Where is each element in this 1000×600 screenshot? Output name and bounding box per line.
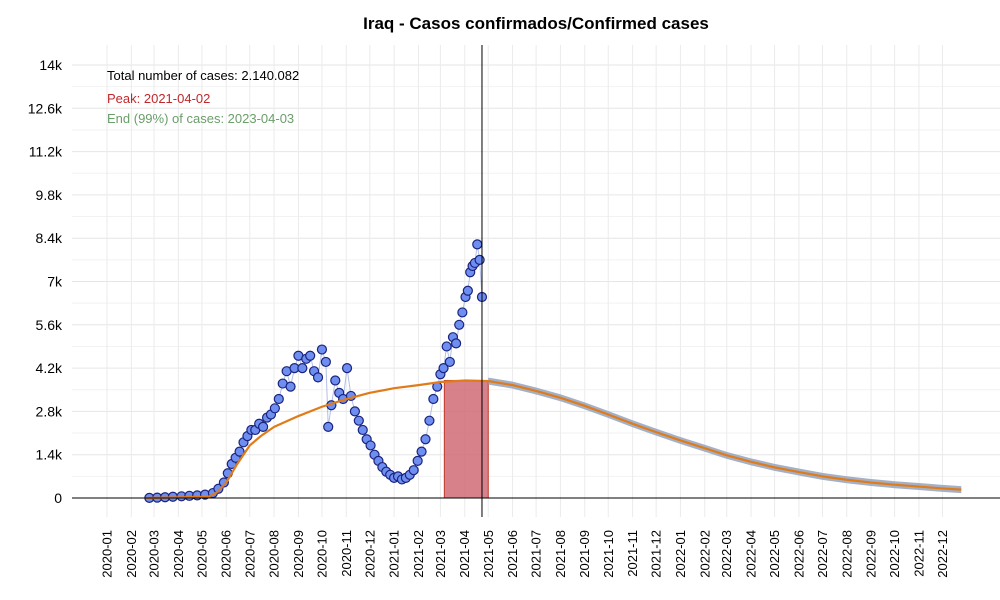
y-tick-label: 5.6k bbox=[36, 317, 63, 333]
fit-curve bbox=[146, 379, 962, 500]
peak-area-rect bbox=[443, 379, 489, 499]
data-point bbox=[269, 403, 280, 414]
x-tick-label: 2020-01 bbox=[100, 530, 115, 578]
data-point bbox=[457, 307, 468, 318]
data-point bbox=[462, 285, 473, 296]
data-point bbox=[474, 254, 485, 265]
data-point bbox=[441, 341, 452, 352]
data-point bbox=[285, 381, 296, 392]
data-point bbox=[424, 415, 435, 426]
data-point bbox=[297, 363, 308, 374]
x-tick-label: 2022-09 bbox=[864, 530, 879, 578]
x-tick-label: 2022-11 bbox=[911, 530, 926, 577]
x-tick-label: 2020-02 bbox=[124, 530, 139, 578]
x-tick-label: 2020-07 bbox=[242, 530, 257, 578]
x-tick-label: 2021-06 bbox=[505, 530, 520, 578]
axes bbox=[72, 45, 1000, 517]
y-tick-labels: 0 1.4k 2.8k 4.2k 5.6k 7k 8.4k 9.8k 11.2k 12.6k 14k bbox=[28, 57, 63, 506]
data-point bbox=[365, 440, 376, 451]
chart-title: Iraq - Casos confirmados/Confirmed cases bbox=[363, 14, 709, 33]
x-tick-label: 2021-08 bbox=[553, 530, 568, 578]
data-point bbox=[416, 446, 427, 457]
y-tick-label: 2.8k bbox=[36, 403, 63, 419]
data-point bbox=[234, 446, 245, 457]
data-point bbox=[438, 363, 449, 374]
x-tick-label: 2021-07 bbox=[529, 530, 544, 578]
data-point bbox=[218, 477, 229, 488]
x-tick-label: 2021-11 bbox=[625, 530, 640, 577]
data-point bbox=[353, 415, 364, 426]
x-tick-label: 2022-02 bbox=[697, 530, 712, 578]
data-point bbox=[312, 372, 324, 383]
x-tick-label: 2022-12 bbox=[935, 530, 950, 578]
data-point bbox=[273, 393, 284, 405]
y-tick-label: 9.8k bbox=[36, 187, 63, 203]
data-point bbox=[320, 356, 331, 368]
data-point bbox=[428, 393, 439, 405]
peak-area bbox=[443, 379, 489, 499]
x-tick-label: 2020-09 bbox=[291, 530, 306, 578]
x-tick-label: 2021-04 bbox=[457, 530, 472, 578]
x-tick-label: 2021-12 bbox=[649, 530, 664, 578]
data-point bbox=[412, 455, 423, 466]
y-tick-label: 4.2k bbox=[36, 360, 63, 376]
x-tick-label: 2022-04 bbox=[744, 530, 759, 578]
y-tick-label: 1.4k bbox=[36, 447, 63, 463]
data-point bbox=[349, 406, 360, 417]
y-tick-label: 12.6k bbox=[28, 100, 63, 116]
y-tick-label: 14k bbox=[39, 57, 63, 73]
data-point bbox=[316, 344, 328, 355]
annotation-peak: Peak: 2021-04-02 bbox=[107, 91, 210, 106]
forecast-band-area bbox=[488, 377, 962, 494]
x-tick-label: 2020-06 bbox=[219, 530, 234, 578]
data-points bbox=[144, 239, 488, 503]
x-tick-label: 2020-12 bbox=[362, 530, 377, 578]
y-tick-label: 0 bbox=[54, 490, 62, 506]
annotation-total: Total number of cases: 2.140.082 bbox=[107, 68, 299, 83]
x-tick-label: 2022-01 bbox=[673, 530, 688, 578]
data-point bbox=[450, 338, 462, 349]
x-tick-label: 2020-10 bbox=[314, 530, 329, 578]
x-tick-label: 2022-05 bbox=[767, 530, 782, 578]
data-point bbox=[454, 319, 465, 330]
x-tick-labels: 2020-01 2020-02 2020-03 2020-04 2020-05 2020-… bbox=[100, 530, 950, 578]
x-tick-label: 2022-03 bbox=[719, 530, 734, 578]
data-point bbox=[408, 465, 419, 476]
x-tick-label: 2021-10 bbox=[601, 530, 616, 578]
data-point bbox=[341, 363, 353, 374]
data-point bbox=[323, 421, 334, 432]
y-tick-label: 11.2k bbox=[29, 144, 63, 160]
data-point bbox=[472, 239, 483, 250]
data-point bbox=[330, 375, 341, 386]
x-tick-label: 2021-01 bbox=[387, 530, 402, 578]
fit-line bbox=[146, 379, 962, 500]
x-tick-label: 2021-03 bbox=[433, 530, 448, 578]
x-tick-label: 2022-07 bbox=[815, 530, 830, 578]
x-tick-label: 2022-10 bbox=[887, 530, 902, 578]
annotation-end: End (99%) of cases: 2023-04-03 bbox=[107, 111, 294, 126]
y-tick-label: 7k bbox=[47, 274, 63, 290]
x-tick-label: 2020-04 bbox=[171, 530, 186, 578]
x-tick-label: 2020-05 bbox=[194, 530, 209, 578]
x-tick-label: 2021-05 bbox=[481, 530, 496, 578]
y-tick-label: 8.4k bbox=[36, 230, 63, 246]
x-tick-label: 2021-09 bbox=[577, 530, 592, 578]
x-tick-label: 2022-08 bbox=[839, 530, 854, 578]
data-point bbox=[420, 434, 431, 445]
data-point bbox=[305, 350, 316, 361]
data-point bbox=[258, 421, 269, 432]
x-tick-label: 2020-11 bbox=[339, 530, 354, 577]
x-tick-label: 2022-06 bbox=[791, 530, 806, 578]
data-point bbox=[357, 424, 368, 436]
forecast-band bbox=[488, 377, 962, 494]
x-tick-label: 2020-03 bbox=[147, 530, 162, 578]
x-tick-label: 2021-02 bbox=[411, 530, 426, 578]
data-point bbox=[444, 356, 455, 368]
x-tick-label: 2020-08 bbox=[267, 530, 282, 578]
